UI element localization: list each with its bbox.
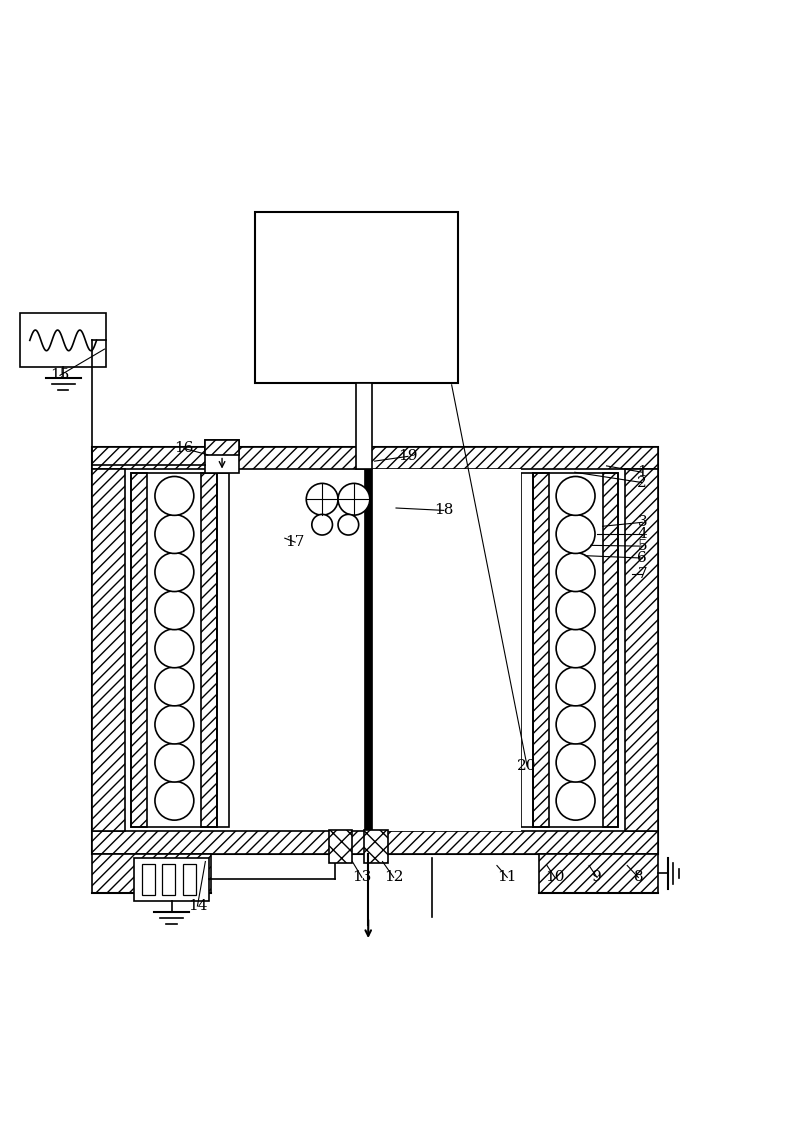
Text: 19: 19 <box>398 449 418 463</box>
Circle shape <box>556 591 595 629</box>
Text: 1: 1 <box>638 465 647 479</box>
Bar <box>356 384 372 469</box>
Bar <box>255 213 458 384</box>
Bar <box>533 473 618 827</box>
Bar <box>92 447 658 469</box>
Bar <box>162 864 175 895</box>
Bar <box>92 831 658 854</box>
Circle shape <box>155 781 194 821</box>
Text: 13: 13 <box>352 871 371 884</box>
Bar <box>131 473 218 827</box>
Bar <box>92 447 658 854</box>
Text: 11: 11 <box>498 871 517 884</box>
Bar <box>364 830 388 863</box>
Circle shape <box>306 483 338 515</box>
Bar <box>92 854 211 893</box>
Circle shape <box>556 781 595 821</box>
Bar <box>92 469 125 831</box>
Bar <box>521 473 533 827</box>
Text: 10: 10 <box>545 871 565 884</box>
Bar <box>134 858 210 901</box>
Circle shape <box>556 477 595 515</box>
Bar <box>364 469 372 831</box>
Text: 17: 17 <box>286 535 305 549</box>
Text: 3: 3 <box>638 515 647 530</box>
Bar <box>329 830 352 863</box>
Circle shape <box>155 552 194 592</box>
Bar <box>206 439 238 455</box>
Text: 2: 2 <box>638 475 647 489</box>
Bar <box>372 469 521 831</box>
Text: 8: 8 <box>634 871 643 884</box>
Text: 4: 4 <box>638 528 647 541</box>
Bar <box>20 314 106 368</box>
Bar <box>142 864 154 895</box>
Text: 18: 18 <box>434 504 454 517</box>
Text: 15: 15 <box>50 368 70 383</box>
Circle shape <box>556 552 595 592</box>
Bar <box>625 469 658 831</box>
Circle shape <box>155 515 194 554</box>
Circle shape <box>312 514 333 535</box>
Circle shape <box>155 629 194 668</box>
Bar <box>183 864 196 895</box>
Text: 9: 9 <box>592 871 602 884</box>
Bar <box>602 473 618 827</box>
Circle shape <box>556 705 595 744</box>
Circle shape <box>556 515 595 554</box>
Circle shape <box>338 483 370 515</box>
Circle shape <box>556 743 595 782</box>
Text: 7: 7 <box>638 567 647 581</box>
Text: 5: 5 <box>638 539 647 554</box>
Bar <box>533 473 549 827</box>
Circle shape <box>155 477 194 515</box>
Text: 14: 14 <box>188 899 207 914</box>
Text: 6: 6 <box>638 551 647 565</box>
Text: 20: 20 <box>518 760 537 773</box>
Circle shape <box>155 743 194 782</box>
Bar <box>206 439 238 473</box>
Bar <box>131 473 147 827</box>
Bar <box>539 854 658 893</box>
Circle shape <box>155 705 194 744</box>
Circle shape <box>556 629 595 668</box>
Circle shape <box>155 591 194 629</box>
Text: 16: 16 <box>174 441 194 455</box>
Bar <box>218 473 229 827</box>
Circle shape <box>556 667 595 706</box>
Bar <box>202 473 218 827</box>
Text: 12: 12 <box>384 871 403 884</box>
Circle shape <box>338 514 358 535</box>
Circle shape <box>155 667 194 706</box>
